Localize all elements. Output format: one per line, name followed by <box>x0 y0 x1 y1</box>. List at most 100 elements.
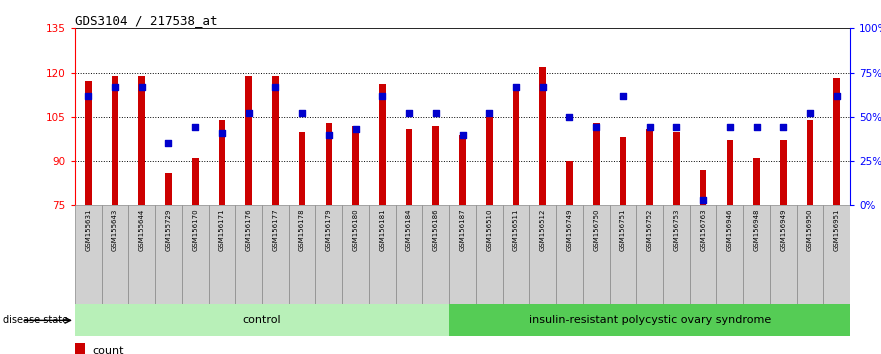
Point <box>108 84 122 90</box>
Bar <box>513 87 519 205</box>
Point <box>215 130 229 136</box>
Text: GSM156510: GSM156510 <box>486 208 492 251</box>
Text: GSM155644: GSM155644 <box>138 208 144 251</box>
Bar <box>396 205 422 304</box>
Point <box>349 126 363 132</box>
Text: GSM156753: GSM156753 <box>673 208 679 251</box>
Bar <box>272 75 278 205</box>
Bar <box>566 161 573 205</box>
Bar <box>129 205 155 304</box>
Point <box>536 84 550 90</box>
Point <box>509 84 523 90</box>
Bar <box>433 126 439 205</box>
Bar <box>583 205 610 304</box>
Bar <box>770 205 796 304</box>
Point <box>616 93 630 98</box>
Text: GSM156176: GSM156176 <box>246 208 252 251</box>
Bar <box>449 205 476 304</box>
Text: GSM155631: GSM155631 <box>85 208 92 251</box>
Bar <box>700 170 707 205</box>
Text: GSM156186: GSM156186 <box>433 208 439 251</box>
Text: GSM156171: GSM156171 <box>218 208 225 251</box>
Text: GSM156170: GSM156170 <box>192 208 198 251</box>
Point <box>161 141 175 146</box>
Bar <box>85 81 92 205</box>
Bar <box>449 304 850 336</box>
Bar <box>727 141 733 205</box>
Bar <box>315 205 342 304</box>
Bar <box>744 205 770 304</box>
Text: GSM156178: GSM156178 <box>300 208 305 251</box>
Point <box>670 125 684 130</box>
Bar <box>352 126 359 205</box>
Bar <box>138 75 145 205</box>
Bar <box>796 205 824 304</box>
Text: GSM156184: GSM156184 <box>406 208 412 251</box>
Bar <box>342 205 369 304</box>
Bar <box>112 75 118 205</box>
Point <box>402 110 416 116</box>
Text: GSM156751: GSM156751 <box>620 208 626 251</box>
Bar <box>165 173 172 205</box>
Bar <box>459 135 466 205</box>
Text: GSM155729: GSM155729 <box>166 208 172 251</box>
Point <box>241 110 255 116</box>
Text: GSM156511: GSM156511 <box>513 208 519 251</box>
Text: insulin-resistant polycystic ovary syndrome: insulin-resistant polycystic ovary syndr… <box>529 315 771 325</box>
Point <box>830 93 844 98</box>
Bar <box>663 205 690 304</box>
Point <box>642 125 656 130</box>
Point <box>776 125 790 130</box>
Bar <box>593 123 600 205</box>
Text: GSM156177: GSM156177 <box>272 208 278 251</box>
Bar <box>610 205 636 304</box>
Bar <box>647 129 653 205</box>
Text: GSM156950: GSM156950 <box>807 208 813 251</box>
Bar <box>486 117 492 205</box>
Text: GSM156949: GSM156949 <box>781 208 787 251</box>
Bar <box>476 205 503 304</box>
Point <box>322 132 336 137</box>
Point <box>295 110 309 116</box>
Text: count: count <box>93 346 124 354</box>
Text: GSM155643: GSM155643 <box>112 208 118 251</box>
Text: GSM156946: GSM156946 <box>727 208 733 251</box>
Point <box>589 125 603 130</box>
Bar <box>619 137 626 205</box>
Bar <box>101 205 129 304</box>
Bar <box>780 141 787 205</box>
Bar <box>673 132 680 205</box>
Bar <box>716 205 744 304</box>
Point <box>375 93 389 98</box>
Bar <box>262 205 289 304</box>
Text: GSM156181: GSM156181 <box>380 208 385 251</box>
Point <box>750 125 764 130</box>
Bar <box>245 75 252 205</box>
Point <box>482 110 496 116</box>
Point <box>562 114 576 120</box>
Bar <box>539 67 546 205</box>
Text: GSM156180: GSM156180 <box>352 208 359 251</box>
Point <box>696 197 710 203</box>
Bar <box>75 343 85 354</box>
Text: GSM156948: GSM156948 <box>753 208 759 251</box>
Text: disease state: disease state <box>3 315 68 325</box>
Bar <box>299 132 306 205</box>
Point <box>722 125 737 130</box>
Point <box>803 110 817 116</box>
Point <box>81 93 95 98</box>
Bar <box>181 205 209 304</box>
Bar <box>636 205 663 304</box>
Bar <box>75 304 449 336</box>
Point <box>269 84 283 90</box>
Bar <box>369 205 396 304</box>
Text: GSM156750: GSM156750 <box>593 208 599 251</box>
Bar <box>325 123 332 205</box>
Text: GSM156951: GSM156951 <box>833 208 840 251</box>
Bar <box>75 205 101 304</box>
Text: GDS3104 / 217538_at: GDS3104 / 217538_at <box>75 14 218 27</box>
Text: GSM156179: GSM156179 <box>326 208 332 251</box>
Bar <box>379 84 386 205</box>
Point <box>429 110 443 116</box>
Text: GSM156512: GSM156512 <box>540 208 545 251</box>
